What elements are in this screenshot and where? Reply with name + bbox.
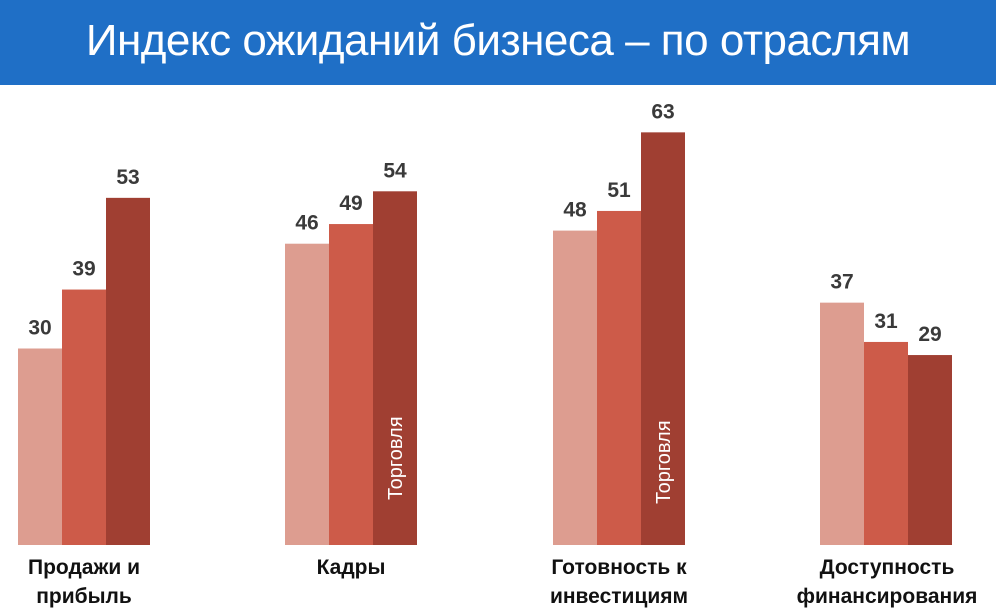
bar-c2-s0 — [553, 230, 597, 545]
bar-c2-s2 — [641, 132, 685, 545]
value-label-c3-s1: 31 — [874, 310, 898, 333]
bar-c1-s0 — [285, 243, 329, 545]
value-label-c2-s0: 48 — [563, 199, 587, 222]
category-label-c2-l1: инвестициям — [550, 585, 688, 608]
category-label-c1-l0: Кадры — [317, 556, 386, 579]
value-label-c0-s2: 53 — [116, 166, 139, 189]
bar-c3-s0 — [820, 302, 864, 545]
bar-c0-s0 — [18, 348, 62, 545]
value-label-c3-s0: 37 — [830, 271, 853, 294]
in-bar-label-1: Торговля — [653, 420, 675, 504]
value-label-c1-s2: 54 — [383, 159, 407, 182]
value-label-c2-s2: 63 — [651, 100, 674, 123]
bar-c0-s1 — [62, 289, 106, 545]
bar-c0-s2 — [106, 197, 150, 545]
bar-c3-s2 — [908, 355, 952, 545]
value-label-c3-s2: 29 — [918, 323, 941, 346]
value-label-c1-s0: 46 — [295, 212, 318, 235]
bar-c2-s1 — [597, 210, 641, 545]
in-bar-label-0: Торговля — [385, 416, 407, 500]
category-label-c0-l1: прибыль — [36, 585, 132, 608]
bar-c1-s2 — [373, 191, 417, 546]
bar-c3-s1 — [864, 341, 908, 545]
value-label-c0-s1: 39 — [72, 258, 95, 281]
category-label-c3-l0: Доступность — [820, 556, 955, 579]
category-label-c2-l0: Готовность к — [551, 556, 687, 579]
category-label-c0-l0: Продажи и — [28, 556, 140, 579]
bar-c1-s1 — [329, 224, 373, 546]
page-title: Индекс ожиданий бизнеса – по отраслям — [85, 16, 911, 65]
value-label-c1-s1: 49 — [339, 192, 362, 215]
value-label-c0-s0: 30 — [28, 317, 51, 340]
header-bar — [0, 0, 996, 85]
category-label-c3-l1: финансирования — [797, 585, 978, 608]
value-label-c2-s1: 51 — [607, 179, 631, 202]
